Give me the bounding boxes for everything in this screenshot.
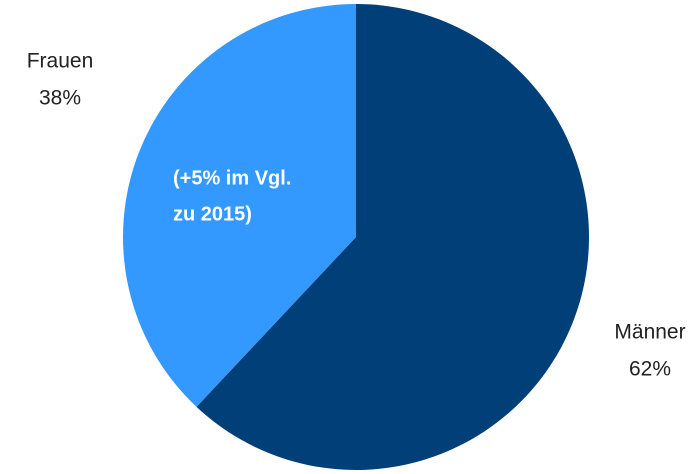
pie-slice bbox=[122, 4, 357, 407]
slice-value-label: 62% bbox=[629, 358, 671, 381]
annotation: zu 2015) bbox=[173, 203, 252, 225]
slice-label: Männer bbox=[614, 321, 685, 344]
slice-value-label: 38% bbox=[39, 87, 81, 110]
annotation: (+5% im Vgl. bbox=[173, 167, 291, 189]
pie-slice bbox=[196, 4, 589, 470]
slice-label: Frauen bbox=[27, 50, 94, 73]
